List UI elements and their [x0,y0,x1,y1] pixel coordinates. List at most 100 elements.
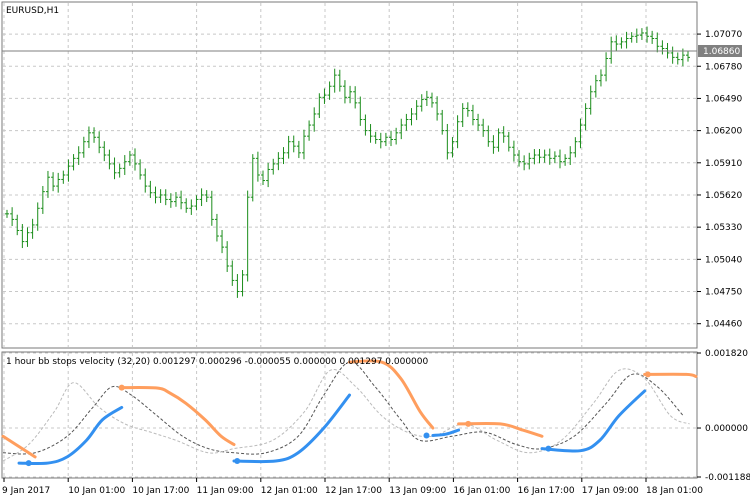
indicator-dot [234,458,241,465]
price-tick-label: 1.05040 [705,255,742,265]
ohlc-bar [245,190,250,282]
price-tick-label: 1.04460 [705,320,742,330]
indicator-dot [423,432,430,439]
ohlc-bar [568,146,573,166]
ohlc-bar [209,190,214,226]
ohlc-bar [476,113,481,131]
indicator-guide-line [2,368,690,462]
ohlc-bar [40,186,45,214]
ohlc-bar [373,131,378,144]
ohlc-bar [266,162,271,188]
ohlc-bar [92,127,97,143]
ohlc-bar [168,193,173,208]
ohlc-bar [20,224,25,249]
ohlc-bar [604,52,609,82]
price-tick-label: 1.07070 [705,30,742,40]
ohlc-bar [409,108,414,126]
ohlc-bar [424,90,429,106]
time-axis: 9 Jan 2017 10 Jan 01:00 10 Jan 17:00 11 Jan… [2,478,703,496]
ohlc-bar [419,94,424,112]
price-tick-label: 1.06200 [705,127,742,137]
indicator-series-line [431,428,461,437]
ohlc-bar [645,26,650,43]
time-tick-label: 12 Jan 01:00 [261,486,318,496]
indicator-title: 1 hour bb stops velocity (32,20) 0.00129… [6,357,429,367]
current-price-tag [698,45,742,57]
price-bars [5,26,690,298]
indicator-dot [465,420,472,427]
current-price-label: 1.06860 [703,47,740,57]
ohlc-bar [547,148,552,165]
ohlc-bar [35,202,40,231]
ohlc-bar [291,135,296,153]
ohlc-bar [179,190,184,210]
ohlc-bar [214,213,219,242]
ohlc-bar [660,40,665,55]
indicator-dot [545,445,552,452]
time-tick-label: 17 Jan 09:00 [582,486,639,496]
ohlc-bar [122,155,127,175]
ohlc-bar [563,154,568,166]
ohlc-bar [133,148,138,171]
time-tick-label: 10 Jan 17:00 [132,486,189,496]
ohlc-bar [281,147,286,165]
ohlc-bar [112,157,117,180]
indicator-series-line [457,421,544,438]
indicator-dot [118,384,125,391]
indicator-dot [25,460,32,467]
ohlc-bar [470,104,475,126]
ohlc-bar [435,96,440,121]
ohlc-bar [578,118,583,149]
indicator-series-line [120,386,236,447]
ohlc-bar [30,218,35,239]
ohlc-bar [527,152,532,170]
ohlc-bar [552,151,557,164]
ohlc-bar [194,195,199,211]
ohlc-bar [517,150,522,167]
ohlc-bar [81,136,86,158]
ohlc-bar [148,180,153,198]
ohlc-bar [496,128,501,152]
indicator-guide-line [2,361,684,455]
ohlc-bar [511,140,516,162]
ohlc-bar [383,132,388,147]
ohlc-bar [394,127,399,145]
ohlc-bar [138,159,143,180]
ohlc-bar [296,140,301,159]
time-tick-label: 13 Jan 09:00 [389,486,446,496]
symbol-title: EURUSD,H1 [6,6,59,16]
ohlc-bar [301,129,306,160]
ohlc-bar [163,189,168,206]
ohlc-bar [327,81,332,100]
ohlc-bar [414,100,419,121]
ohlc-bar [5,209,9,218]
price-tick-label: 1.06490 [705,94,742,104]
ohlc-bar [235,274,240,298]
ohlc-bar [573,137,578,158]
ohlc-bar [255,151,260,182]
ohlc-bar [173,192,178,207]
ohlc-bar [358,96,363,126]
ohlc-bar [378,132,383,149]
price-tick-label: 1.05620 [705,191,742,201]
ohlc-bar [25,227,30,247]
ohlc-bar [655,32,660,53]
ohlc-bar [588,85,593,115]
ohlc-bar [276,152,281,171]
ohlc-bar [230,260,235,286]
ohlc-bar [670,46,675,64]
time-tick-label: 11 Jan 09:00 [197,486,254,496]
ohlc-bar [153,186,158,204]
ohlc-bar [189,199,194,215]
ohlc-bar [312,107,317,132]
ohlc-bar [127,150,132,166]
ohlc-bar [363,114,368,136]
ohlc-bar [271,158,276,175]
indicator-series-line [540,389,647,453]
ohlc-bar [107,149,112,170]
ohlc-bar [429,92,434,108]
ohlc-bar [66,159,71,182]
indicator-series-line [17,405,124,466]
indicator-lines [1,359,698,467]
